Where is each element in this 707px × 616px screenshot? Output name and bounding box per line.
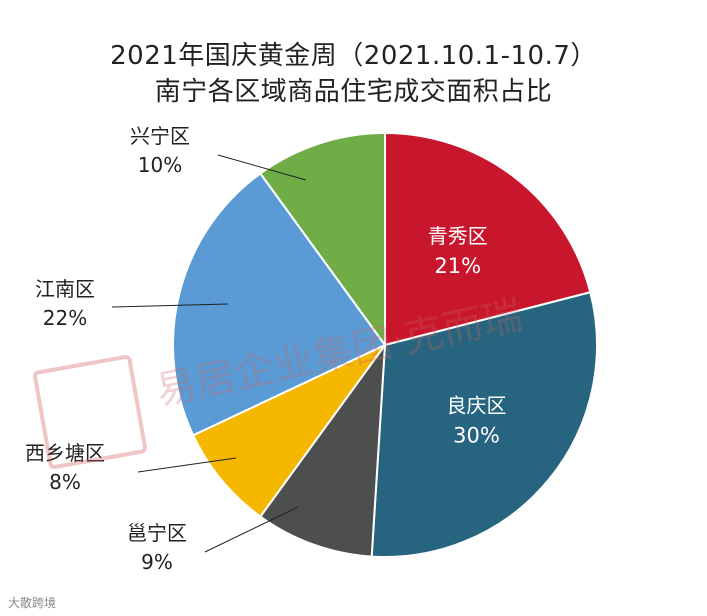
pie-slice-4 <box>191 344 386 518</box>
pie-slice-3 <box>258 341 387 558</box>
pie-slice-2 <box>370 291 598 558</box>
slice-label-2: 良庆区 <box>446 394 506 418</box>
leader-line-6 <box>217 154 307 181</box>
chart-title-block: 2021年国庆黄金周（2021.10.1-10.7） 南宁各区域商品住宅成交面积… <box>0 38 707 110</box>
pie-slice-1 <box>384 131 592 347</box>
watermark-seal <box>32 354 148 470</box>
slice-label-5: 江南区 <box>35 277 95 301</box>
pie-slice-6 <box>258 131 386 349</box>
slice-value-label-5: 22% <box>43 306 87 330</box>
leader-line-5 <box>111 303 229 308</box>
slice-value-label-2: 30% <box>453 424 500 448</box>
leader-line-4 <box>137 457 237 473</box>
slice-label-3: 邕宁区 <box>127 521 187 545</box>
slice-label-6: 兴宁区 <box>130 124 190 148</box>
pie-slice-5 <box>172 172 387 437</box>
footer-source: 大散跨境 <box>8 596 57 610</box>
slice-value-label-3: 9% <box>141 550 173 574</box>
slice-label-1: 青秀区 <box>428 224 488 248</box>
slice-value-label-4: 8% <box>49 470 81 494</box>
chart-title: 2021年国庆黄金周（2021.10.1-10.7） <box>110 41 597 71</box>
slice-value-label-1: 21% <box>434 254 481 278</box>
chart-subtitle: 南宁各区域商品住宅成交面积占比 <box>154 77 553 107</box>
slice-label-4: 西乡塘区 <box>25 441 105 465</box>
leader-line-3 <box>204 506 299 553</box>
slice-value-label-6: 10% <box>138 153 182 177</box>
